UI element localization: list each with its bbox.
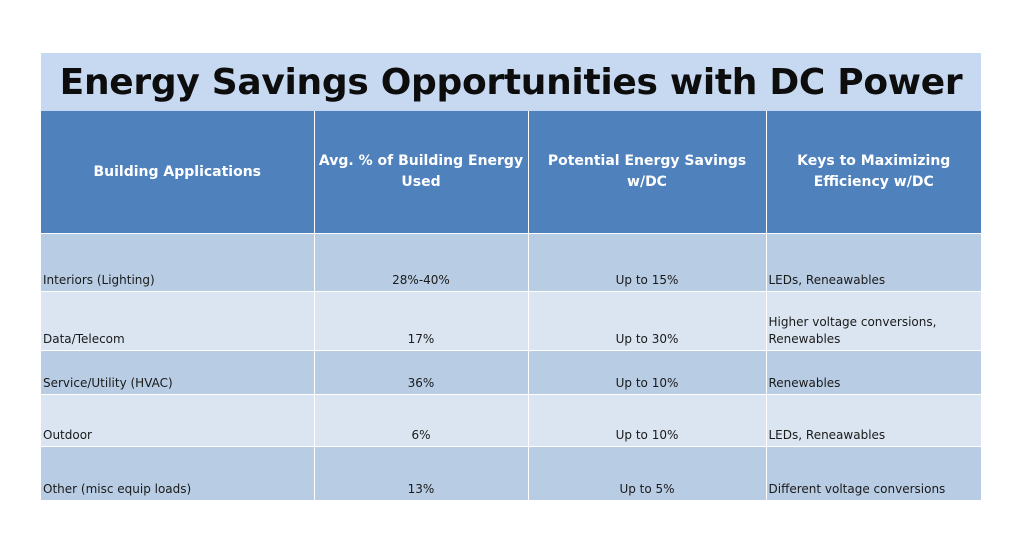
cell-keys: LEDs, Reneawables [766,394,981,447]
table-header-row: Building Applications Avg. % of Building… [41,111,981,234]
cell-keys: Renewables [766,350,981,395]
cell-keys: Higher voltage conversions, Renewables [766,291,981,351]
cell-application: Other (misc equip loads) [41,446,315,500]
header-building-applications: Building Applications [41,111,315,234]
header-potential-savings: Potential Energy Savings w/DC [528,111,767,234]
cell-application: Interiors (Lighting) [41,233,315,292]
cell-savings: Up to 10% [528,394,767,447]
table-row: Data/Telecom 17% Up to 30% Higher voltag… [41,291,981,351]
title-bar: Energy Savings Opportunities with DC Pow… [41,53,981,111]
table-row: Service/Utility (HVAC) 36% Up to 10% Ren… [41,350,981,395]
slide: Energy Savings Opportunities with DC Pow… [41,53,981,500]
cell-avg-energy: 36% [314,350,529,395]
cell-application: Service/Utility (HVAC) [41,350,315,395]
header-keys-to-efficiency: Keys to Maximizing Efficiency w/DC [766,111,981,234]
cell-keys: LEDs, Reneawables [766,233,981,292]
cell-savings: Up to 5% [528,446,767,500]
cell-avg-energy: 13% [314,446,529,500]
cell-avg-energy: 6% [314,394,529,447]
page-title: Energy Savings Opportunities with DC Pow… [59,61,963,103]
energy-savings-table: Building Applications Avg. % of Building… [41,111,981,500]
cell-savings: Up to 30% [528,291,767,351]
cell-savings: Up to 15% [528,233,767,292]
cell-keys: Different voltage conversions [766,446,981,500]
cell-avg-energy: 28%-40% [314,233,529,292]
cell-application: Data/Telecom [41,291,315,351]
table-row: Outdoor 6% Up to 10% LEDs, Reneawables [41,394,981,447]
header-avg-energy-used: Avg. % of Building Energy Used [314,111,529,234]
cell-application: Outdoor [41,394,315,447]
table-row: Other (misc equip loads) 13% Up to 5% Di… [41,446,981,500]
cell-avg-energy: 17% [314,291,529,351]
cell-savings: Up to 10% [528,350,767,395]
table-row: Interiors (Lighting) 28%-40% Up to 15% L… [41,233,981,292]
